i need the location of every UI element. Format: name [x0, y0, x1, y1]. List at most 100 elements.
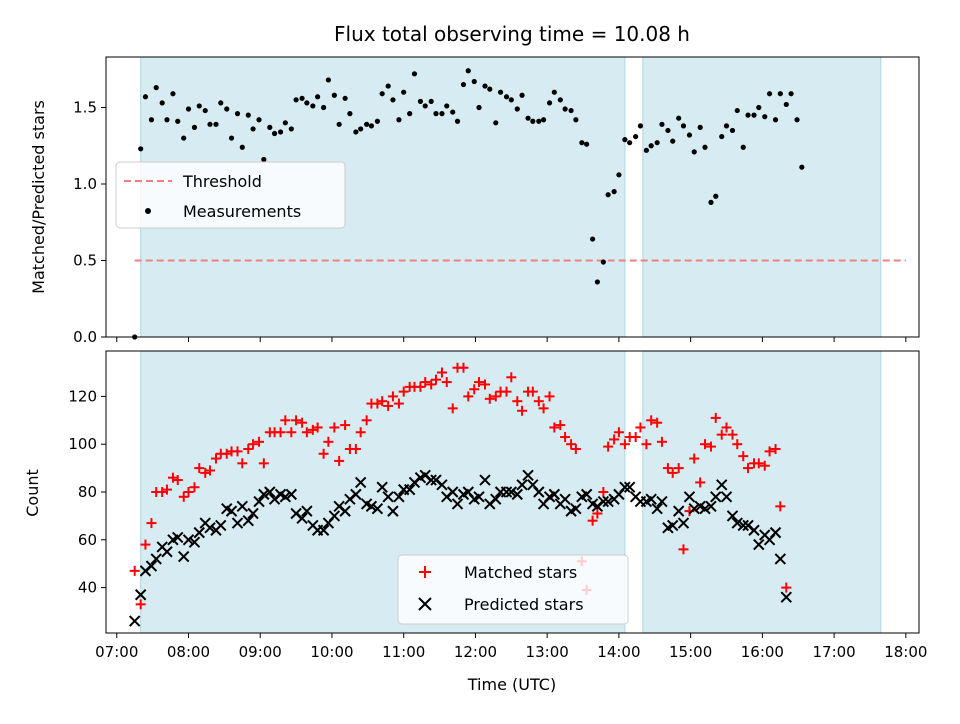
- measurement-point: [213, 121, 219, 127]
- x-tick-label: 10:00: [310, 643, 353, 661]
- predicted-star-stroke-b: [683, 491, 696, 503]
- measurement-point: [407, 111, 413, 117]
- predicted-star-point: [533, 486, 545, 498]
- matched-star-point: [570, 443, 581, 454]
- measurement-point: [584, 141, 590, 147]
- measurement-point: [368, 123, 375, 129]
- x-tick-label: 16:00: [741, 643, 784, 661]
- predicted-star-stroke-b: [522, 469, 534, 481]
- measurement-point: [557, 97, 563, 103]
- matched-star-point: [770, 443, 781, 454]
- predicted-star-stroke-b: [231, 517, 244, 529]
- measurement-point: [277, 129, 284, 135]
- matched-star-point: [484, 393, 495, 404]
- predicted-star-point: [559, 493, 571, 505]
- predicted-star-point: [279, 491, 292, 503]
- matched-star-point: [318, 448, 329, 459]
- predicted-star-stroke-b: [720, 491, 733, 503]
- measurement-point: [153, 85, 159, 91]
- y-tick-label: 100: [68, 435, 97, 453]
- measurement-point: [562, 106, 568, 112]
- predicted-star-stroke-b: [258, 488, 270, 501]
- matched-star-point: [146, 518, 157, 529]
- legend-matched-label: Matched stars: [464, 563, 577, 582]
- measurement-point: [288, 126, 294, 132]
- y-tick-label: 60: [78, 531, 97, 549]
- y-axis-label: Matched/Predicted stars: [29, 100, 48, 294]
- measurement-point: [686, 132, 693, 138]
- y-tick-label: 0.0: [73, 328, 97, 346]
- measurement-point: [175, 118, 181, 124]
- predicted-star-point: [656, 495, 668, 508]
- matched-star-point: [178, 491, 189, 502]
- predicted-star-point: [145, 560, 158, 572]
- legend: Threshold Measurements: [115, 161, 346, 229]
- predicted-star-stroke-b: [780, 591, 792, 603]
- measurement-point: [482, 83, 488, 89]
- measurement-point: [691, 149, 697, 155]
- measurement-point: [271, 130, 278, 137]
- measurement-point: [702, 144, 708, 150]
- measurement-point: [783, 101, 789, 108]
- predicted-star-stroke-b: [731, 517, 743, 529]
- counts-panel: 40 60 80 100 120 07:00 08:00 09:00 10:00 11:00 12…: [23, 350, 927, 694]
- measurement-point: [530, 118, 536, 124]
- shaded-interval-1: [642, 56, 882, 338]
- matched-star-point: [560, 432, 571, 443]
- measurement-point: [568, 107, 574, 114]
- matched-star-point: [753, 458, 764, 469]
- predicted-star-stroke-b: [570, 503, 582, 515]
- predicted-star-point: [242, 514, 254, 527]
- measurement-point: [460, 81, 467, 88]
- measurement-point: [719, 133, 725, 140]
- predicted-star-stroke-b: [145, 560, 158, 572]
- predicted-star-stroke-b: [301, 505, 313, 517]
- matched-star-point: [598, 487, 609, 497]
- measurement-point: [417, 98, 424, 104]
- matched-star-point: [420, 377, 431, 388]
- predicted-star-stroke-b: [688, 503, 700, 515]
- predicted-star-point: [667, 519, 679, 532]
- measurement-point: [536, 118, 542, 124]
- matched-star-point: [415, 381, 426, 392]
- measurement-point: [401, 89, 407, 95]
- measurement-point: [590, 236, 596, 242]
- measurement-point: [325, 77, 331, 83]
- matched-star-point: [727, 429, 738, 440]
- predicted-star-point: [726, 510, 739, 522]
- matched-star-point: [275, 427, 286, 438]
- legend: Matched stars Predicted stars: [397, 554, 629, 625]
- predicted-star-point: [387, 505, 399, 517]
- predicted-star-stroke-b: [150, 553, 162, 565]
- predicted-star-stroke-b: [559, 493, 571, 505]
- x-axis-ticks: [116, 337, 907, 342]
- matched-star-point: [441, 377, 452, 388]
- matched-star-point: [517, 405, 528, 416]
- matched-star-point: [619, 439, 630, 450]
- matched-star-point: [689, 453, 700, 464]
- measurement-point: [519, 92, 525, 98]
- predicted-star-point: [425, 474, 437, 486]
- y-tick-label: 1.0: [73, 175, 97, 193]
- predicted-star-stroke-b: [516, 479, 528, 491]
- measurement-point: [142, 94, 149, 100]
- matched-star-point: [258, 458, 269, 469]
- matched-star-point: [587, 515, 598, 526]
- measurement-point: [600, 259, 606, 265]
- measurement-point: [148, 117, 155, 123]
- predicted-star-point: [247, 507, 259, 520]
- x-tick-label: 07:00: [95, 643, 138, 661]
- matched-star-point: [393, 398, 404, 409]
- measurement-point: [358, 126, 364, 132]
- predicted-star-point: [193, 526, 205, 539]
- measurement-point: [745, 112, 751, 118]
- predicted-star-point: [522, 469, 534, 481]
- matched-star-point: [161, 484, 172, 495]
- measurement-point: [471, 78, 477, 85]
- y-tick-label: 0.5: [73, 251, 97, 269]
- predicted-star-point: [548, 488, 561, 501]
- measurement-point: [605, 192, 611, 198]
- predicted-star-point: [301, 505, 313, 517]
- measurement-point: [304, 100, 310, 106]
- predicted-star-stroke-b: [350, 488, 362, 501]
